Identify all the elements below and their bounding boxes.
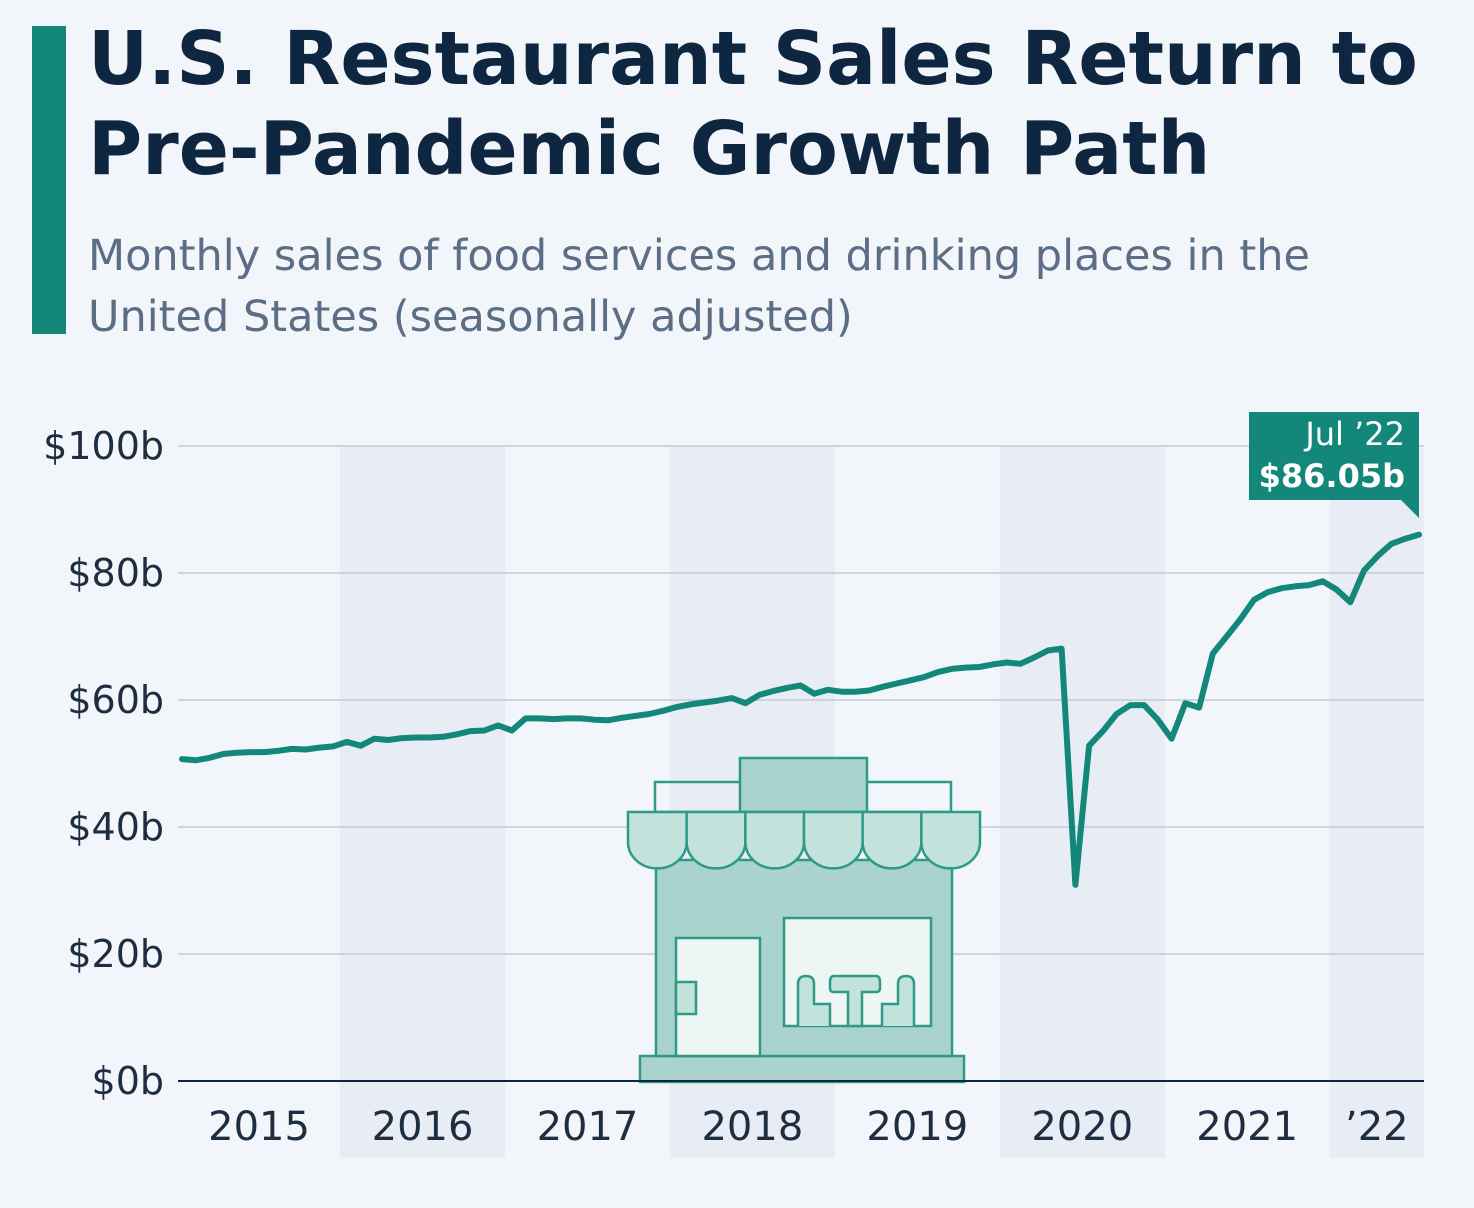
x-tick-label: 2019 (866, 1104, 968, 1150)
x-tick-label: 2018 (701, 1104, 803, 1150)
restaurant-storefront-icon (626, 756, 982, 1084)
x-axis-tick-labels: 2015 2016 2017 2018 2019 2020 2021 ’22 (208, 1104, 1409, 1150)
y-tick-label: $60b (67, 678, 164, 722)
x-tick-label: 2016 (372, 1104, 474, 1150)
sales-line (179, 531, 1422, 888)
x-tick-label: 2017 (537, 1104, 639, 1150)
year-band (1329, 446, 1424, 1158)
y-tick-label: $20b (67, 932, 164, 976)
title-accent-bar (32, 26, 66, 334)
y-axis-tick-labels: $0b $20b $40b $60b $80b $100b (43, 424, 164, 1103)
x-tick-label: ’22 (1345, 1104, 1409, 1150)
y-tick-label: $0b (92, 1059, 164, 1103)
callout-box (1249, 412, 1419, 518)
callout-value-label: $86.05b (1259, 457, 1405, 495)
chart-title: U.S. Restaurant Sales Return to Pre-Pand… (88, 16, 1418, 192)
y-tick-label: $40b (67, 805, 164, 849)
line-chart: $0b$20b$40b$60b$80b$100b 2015 2016 2017 201… (43, 412, 1424, 1158)
x-tick-label: 2015 (208, 1104, 310, 1150)
y-tick-label: $80b (67, 551, 164, 595)
latest-value-callout: Jul ’22 $86.05b (1249, 412, 1419, 518)
y-tick-label: $100b (43, 424, 164, 468)
callout-month-label: Jul ’22 (1303, 415, 1405, 453)
x-tick-label: 2021 (1196, 1104, 1298, 1150)
chart-subtitle: Monthly sales of food services and drink… (88, 231, 1310, 342)
year-band (340, 446, 505, 1158)
x-tick-label: 2020 (1031, 1104, 1133, 1150)
